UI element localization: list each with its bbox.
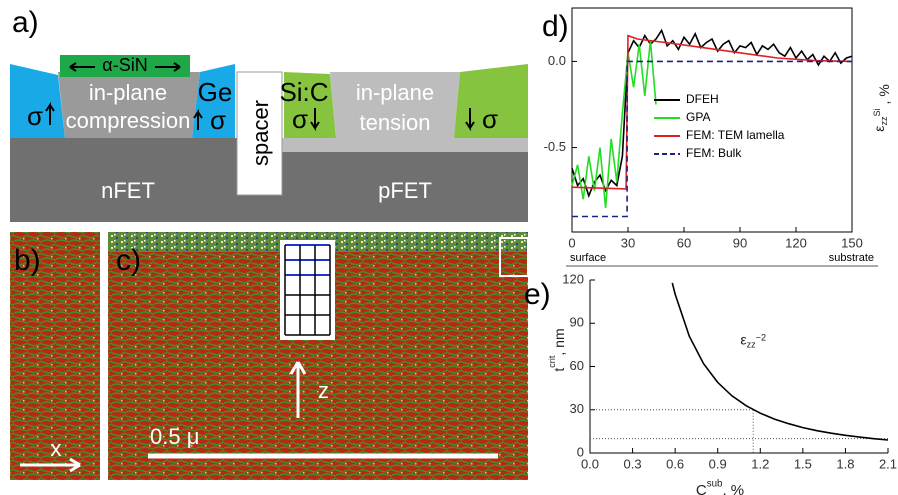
image [10,232,100,480]
legend-label: FEM: TEM lamella [686,128,785,142]
series-line [671,282,889,441]
source-right [192,64,235,138]
scale-label: 0.5 μ [150,424,199,449]
x-tick-label: 0.6 [666,456,684,471]
text: Ge [198,77,233,107]
x-tick-label: 30 [621,235,635,250]
label-part: ε [871,126,887,132]
panel-label: e) [524,278,551,311]
label-part: , % [876,84,892,108]
series-line [572,60,852,218]
spacer-label: spacer [248,100,273,166]
text: nFET [101,178,155,203]
y-tick-label: 0.0 [548,53,566,68]
sic-left [284,72,336,138]
panel-b: b) x [10,232,100,480]
y-tick-label: 30 [570,401,584,416]
panel-label: c) [116,244,141,277]
series-line [571,28,853,199]
y-tick-label: 0 [577,444,584,459]
axis-label: tcrit, nm [547,328,566,371]
x-tick-label: 1.2 [751,456,769,471]
axis-label: z [318,378,329,403]
label-part: sub [707,478,723,489]
arrows [45,62,475,132]
x-tick-label: 150 [841,235,863,250]
channel-n [58,72,200,138]
y-tick-label: 60 [570,358,584,373]
label-part: , nm [551,328,567,355]
x-tick-label: 1.8 [836,456,854,471]
x-end-label: substrate [829,252,874,264]
x-tick-label: 120 [785,235,807,250]
label-part: crit [547,355,557,368]
x-tick-label: 0.3 [624,456,642,471]
text: σ [27,101,43,131]
text: in-plane [356,80,434,105]
plot-frame [571,7,853,233]
legend-label: GPA [686,110,710,124]
legend-label: FEM: Bulk [686,146,742,160]
cap-label: α-SiN [102,55,147,75]
text: pFET [378,178,432,203]
x-tick-label: 90 [733,235,747,250]
label-part: , % [722,482,744,495]
axis-label: εzzSi , % [871,84,892,132]
sic-right [454,64,528,138]
axis-label: Csub, % [696,478,744,495]
label-part: ε [740,331,746,347]
x-tick-label: 1.5 [794,456,812,471]
series-line [571,34,853,190]
text: tension [360,110,431,135]
cap [60,55,190,77]
x-tick-label: 0.0 [581,456,599,471]
axis-label: x [51,436,62,461]
arrow [289,361,307,418]
label-part: Si [872,108,882,116]
source-left [10,64,65,138]
text: compression [66,108,191,133]
layer [282,138,528,152]
label-part: zz [747,340,757,350]
channel-p [330,72,460,138]
panel-label: a) [12,6,39,39]
text: σ [292,104,308,134]
axes [589,280,888,454]
spacer [236,71,283,196]
text: σ [210,105,226,135]
x-tick-label: 60 [677,235,691,250]
axis-label: εzz−2 [740,331,766,350]
label-part: −2 [756,333,766,343]
lattice [280,240,335,340]
y-tick-label: -0.5 [544,139,566,154]
panel-label: d) [542,10,569,43]
x-tick-label: 0 [568,235,575,250]
panel-c: c) z 0.5 μ [102,232,529,480]
legend-label: DFEH [686,92,719,106]
label-part: zz [879,116,889,126]
text: in-plane [89,80,167,105]
text: σ [482,104,498,134]
label-part: t [551,368,567,372]
panel-label: b) [14,244,41,277]
x-tick-label: 2.1 [879,456,897,471]
x-start-label: surface [570,252,606,264]
text: Si:C [279,77,328,107]
y-tick-label: 120 [562,271,584,286]
label-part: C [696,482,707,495]
y-tick-label: 90 [570,315,584,330]
x-tick-label: 0.9 [709,456,727,471]
series-line [571,40,657,208]
panel-a: a) α-SiN in-plane compression Ge σ σ spa… [10,6,528,222]
inset [499,237,529,277]
arrow [20,457,81,473]
